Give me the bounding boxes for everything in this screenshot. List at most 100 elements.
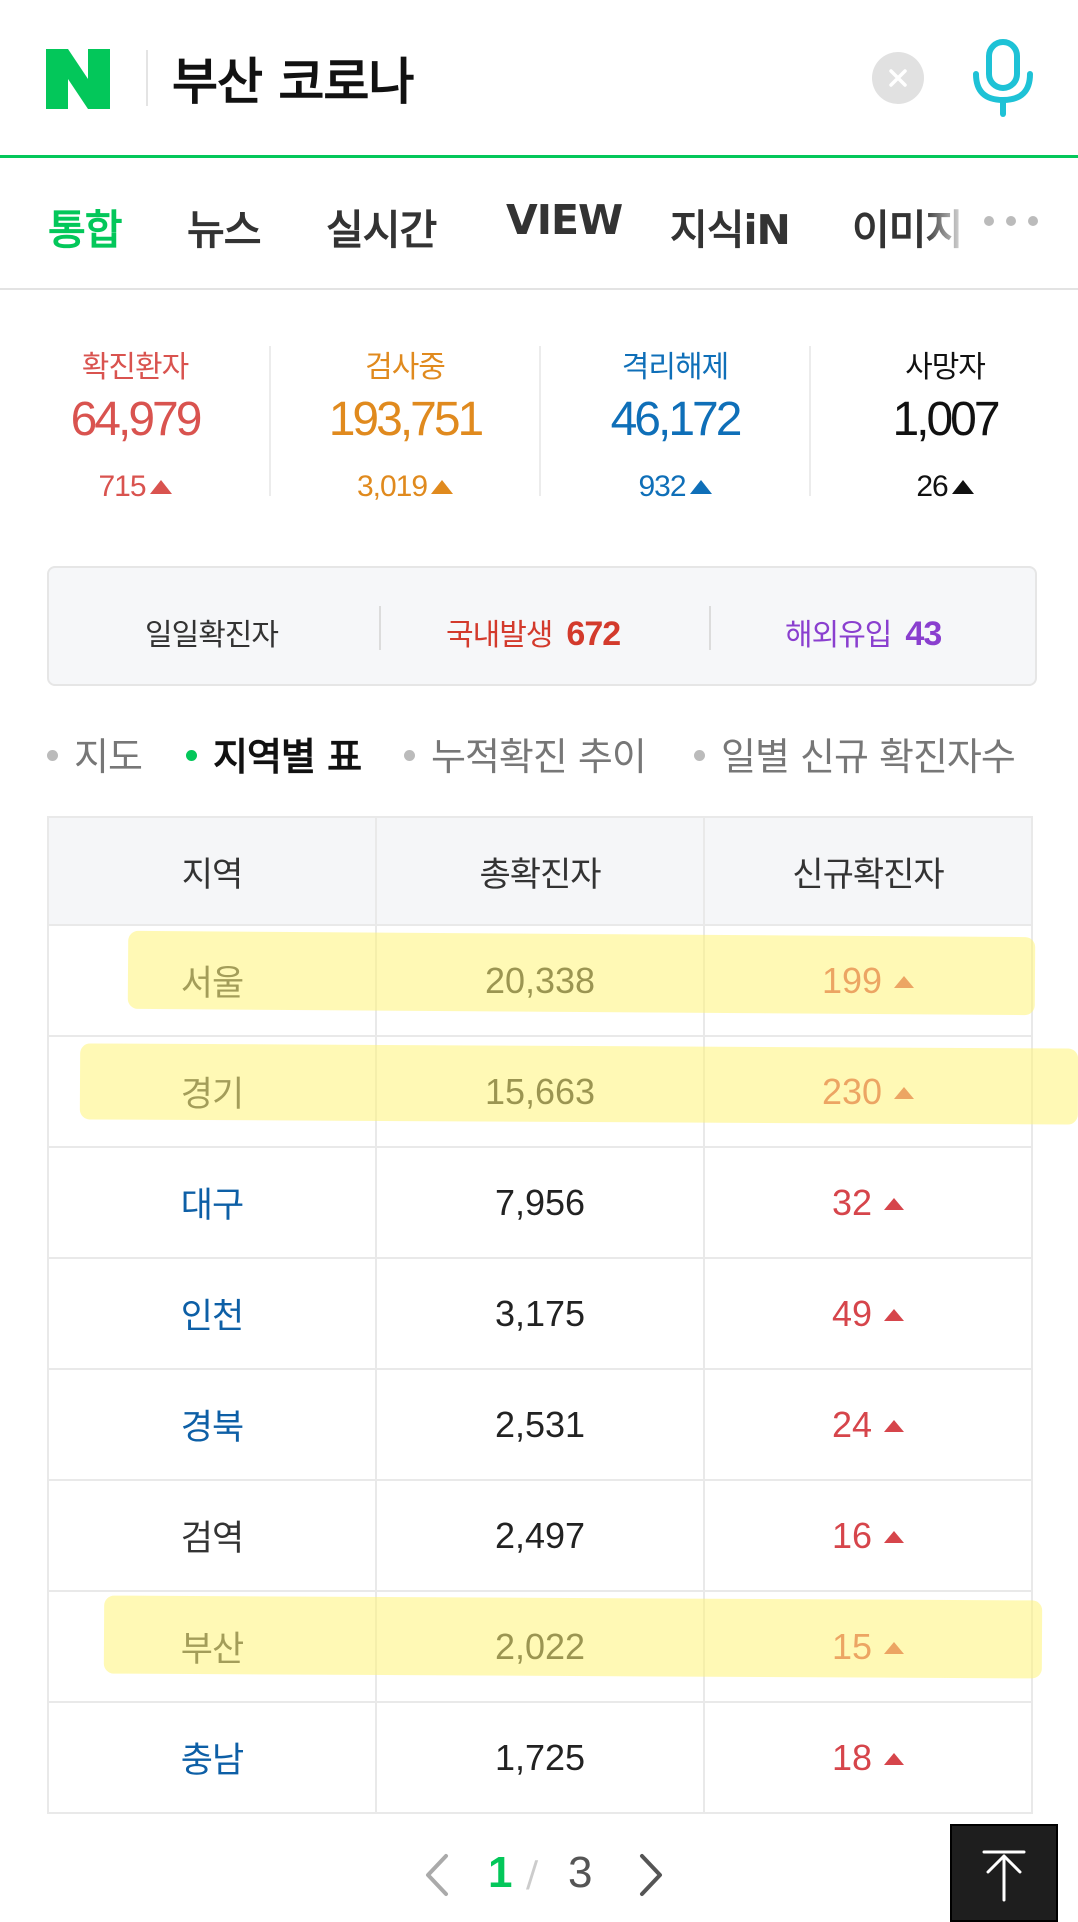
stat-delta-value: 3,019 [356, 470, 428, 503]
clear-icon [889, 69, 907, 87]
region-new: 15 [831, 1625, 873, 1667]
subtab-region-table[interactable]: 지역별 표 [186, 726, 362, 781]
subtab-cumulative-trend[interactable]: 누적확진 추이 [404, 726, 647, 781]
scroll-top-button[interactable] [950, 1824, 1058, 1922]
total-pages: 3 [568, 1848, 593, 1897]
header-total: 총확진자 [375, 816, 705, 926]
header-region: 지역 [47, 816, 377, 926]
bullet-icon [47, 750, 58, 761]
stat-delta: 932 [540, 470, 810, 504]
naver-logo-icon[interactable] [46, 49, 110, 109]
subtab-label: 일별 신규 확진자수 [721, 735, 1016, 779]
region-new-cell: 15 [703, 1590, 1033, 1703]
stat-value: 46,172 [610, 393, 743, 446]
more-dots-icon[interactable] [984, 216, 1038, 226]
stat-divider [809, 346, 811, 496]
up-triangle-icon [894, 975, 915, 988]
region-new: 230 [821, 1070, 883, 1112]
table-row: 경기 15,663 230 [47, 1035, 1033, 1148]
region-new: 24 [831, 1403, 873, 1445]
stat-divider [539, 346, 541, 496]
region-new-cell: 230 [703, 1035, 1033, 1148]
tab-news[interactable]: 뉴스 [187, 206, 261, 254]
region-new: 16 [831, 1514, 873, 1556]
stat-delta: 3,019 [270, 470, 540, 504]
up-triangle-icon [884, 1530, 905, 1543]
up-triangle-icon [884, 1197, 905, 1210]
table-row: 대구 7,956 32 [47, 1146, 1033, 1259]
tab-view[interactable]: VIEW [506, 196, 623, 244]
up-triangle-icon [894, 1086, 915, 1099]
table-row: 인천 3,175 49 [47, 1257, 1033, 1370]
tab-integrated[interactable]: 통합 [48, 206, 122, 254]
region-new-cell: 16 [703, 1479, 1033, 1592]
bullet-icon [404, 750, 415, 761]
stat-label: 확진환자 [81, 350, 189, 385]
current-page: 1 [488, 1848, 513, 1897]
region-total: 2,022 [375, 1590, 705, 1703]
region-total: 20,338 [375, 924, 705, 1037]
tab-kin[interactable]: 지식iN [670, 206, 791, 254]
search-header: 부산 코로나 [0, 0, 1078, 158]
up-triangle-icon [951, 480, 974, 494]
clear-search-button[interactable] [872, 52, 924, 104]
up-triangle-icon [689, 480, 712, 494]
subtab-map[interactable]: 지도 [47, 726, 143, 781]
tab-realtime[interactable]: 실시간 [326, 206, 437, 254]
stat-value: 64,979 [70, 393, 203, 446]
region-name[interactable]: 인천 [47, 1257, 377, 1370]
table-row: 충남 1,725 18 [47, 1701, 1033, 1814]
daily-domestic: 국내발생 672 [446, 610, 621, 654]
region-table: 지역 총확진자 신규확진자 서울 20,338 199 경기 15,663 23… [47, 816, 1033, 1814]
table-row: 서울 20,338 199 [47, 924, 1033, 1037]
region-name: 서울 [47, 924, 377, 1037]
search-tabs: 통합 뉴스 실시간 VIEW 지식iN 이미지 [0, 158, 1078, 290]
region-total: 15,663 [375, 1035, 705, 1148]
bullet-icon [694, 750, 705, 761]
region-name[interactable]: 대구 [47, 1146, 377, 1259]
overseas-value: 43 [905, 615, 942, 653]
stat-label: 검사중 [365, 350, 446, 385]
table-header-row: 지역 총확진자 신규확진자 [47, 816, 1033, 926]
daily-divider [709, 606, 711, 650]
region-total: 2,497 [375, 1479, 705, 1592]
region-new-cell: 49 [703, 1257, 1033, 1370]
up-triangle-icon [431, 480, 454, 494]
chevron-left-icon[interactable] [418, 1850, 458, 1900]
stat-delta-value: 715 [98, 470, 146, 503]
stat-label: 격리해제 [621, 350, 729, 385]
region-name[interactable]: 경북 [47, 1368, 377, 1481]
mic-icon[interactable] [968, 36, 1038, 120]
table-row: 부산 2,022 15 [47, 1590, 1033, 1703]
stat-delta: 26 [810, 470, 1078, 504]
up-triangle-icon [884, 1641, 905, 1654]
region-new: 18 [831, 1736, 873, 1778]
region-new-cell: 18 [703, 1701, 1033, 1814]
region-name: 부산 [47, 1590, 377, 1703]
up-triangle-icon [884, 1752, 905, 1765]
table-row: 검역 2,497 16 [47, 1479, 1033, 1592]
tab-fade [924, 158, 1078, 288]
subtab-daily-new[interactable]: 일별 신규 확진자수 [694, 726, 1016, 781]
search-input[interactable]: 부산 코로나 [172, 53, 414, 111]
page-separator: / [526, 1854, 539, 1895]
stat-label: 사망자 [905, 350, 986, 385]
header-new: 신규확진자 [703, 816, 1033, 926]
region-total: 2,531 [375, 1368, 705, 1481]
scroll-top-icon [982, 1850, 1026, 1902]
up-triangle-icon [884, 1419, 905, 1432]
chevron-right-icon[interactable] [630, 1850, 670, 1900]
region-new: 49 [831, 1292, 873, 1334]
stat-delta-value: 932 [638, 470, 686, 503]
region-name: 경기 [47, 1035, 377, 1148]
region-total: 1,725 [375, 1701, 705, 1814]
daily-label: 일일확진자 [145, 618, 279, 653]
bullet-icon [186, 750, 197, 761]
domestic-value: 672 [566, 615, 621, 653]
region-name[interactable]: 충남 [47, 1701, 377, 1814]
region-total: 7,956 [375, 1146, 705, 1259]
search-divider [146, 50, 148, 106]
stat-delta: 715 [0, 470, 270, 504]
table-row: 경북 2,531 24 [47, 1368, 1033, 1481]
stat-divider [269, 346, 271, 496]
